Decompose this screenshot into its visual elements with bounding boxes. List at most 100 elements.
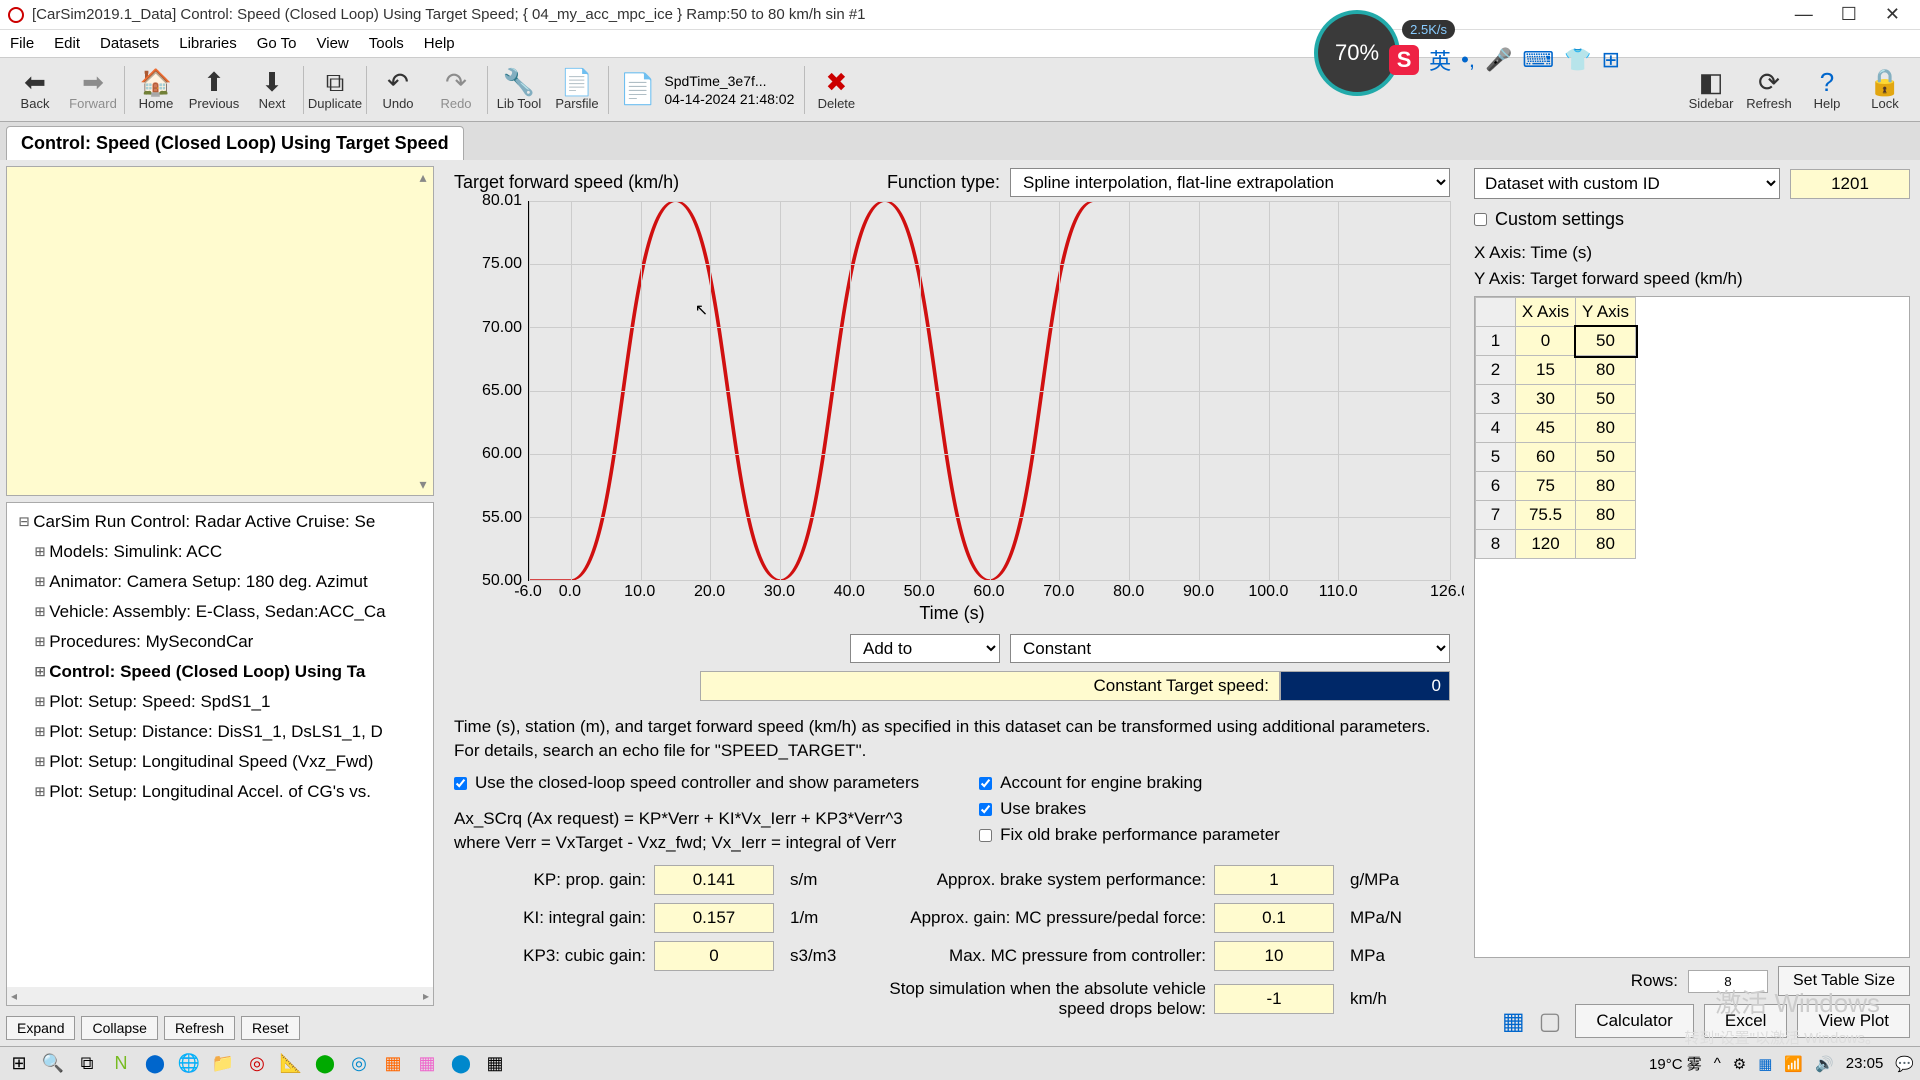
menu-help[interactable]: Help — [424, 35, 455, 52]
mmc-input[interactable] — [1214, 941, 1334, 971]
previous-button[interactable]: ⬆Previous — [185, 60, 243, 120]
tree-item[interactable]: ⊞Plot: Setup: Speed: SpdS1_1 — [9, 687, 431, 717]
volume-icon[interactable]: 🔊 — [1815, 1055, 1834, 1073]
tree-item[interactable]: ⊞Animator: Camera Setup: 180 deg. Azimut — [9, 567, 431, 597]
table-row[interactable]: 33050 — [1476, 385, 1636, 414]
menu-goto[interactable]: Go To — [257, 35, 297, 52]
table-row[interactable]: 56050 — [1476, 443, 1636, 472]
menu-edit[interactable]: Edit — [54, 35, 80, 52]
collapse-button[interactable]: Collapse — [81, 1016, 157, 1040]
sogou-icon[interactable]: S — [1389, 45, 1419, 75]
active-tab[interactable]: Control: Speed (Closed Loop) Using Targe… — [6, 126, 464, 160]
stop-input[interactable] — [1214, 984, 1334, 1014]
parsfile-button[interactable]: 📄Parsfile — [548, 60, 606, 120]
tree-refresh-button[interactable]: Refresh — [164, 1016, 235, 1040]
shirt-icon[interactable]: 👕 — [1564, 47, 1591, 73]
undo-button[interactable]: ↶Undo — [369, 60, 427, 120]
menu-datasets[interactable]: Datasets — [100, 35, 159, 52]
tb-app-icon[interactable]: 📐 — [278, 1051, 304, 1077]
sidebar-button[interactable]: ◧Sidebar — [1682, 60, 1740, 120]
tree-item[interactable]: ⊞Plot: Setup: Distance: DisS1_1, DsLS1_1… — [9, 717, 431, 747]
tb-app-icon[interactable]: ▦ — [482, 1051, 508, 1077]
table-row[interactable]: 67580 — [1476, 472, 1636, 501]
reset-button[interactable]: Reset — [241, 1016, 300, 1040]
single-view-icon[interactable]: ▢ — [1539, 1007, 1562, 1036]
data-table[interactable]: X AxisY Axis 105021580330504458056050675… — [1474, 296, 1910, 958]
dataset-select[interactable]: Dataset with custom ID — [1474, 168, 1780, 199]
tree-item[interactable]: ⊞Plot: Setup: Longitudinal Accel. of CG'… — [9, 777, 431, 807]
scroll-up-icon[interactable]: ▴ — [415, 169, 431, 186]
tree-item[interactable]: ⊞Procedures: MySecondCar — [9, 627, 431, 657]
custom-settings-check[interactable]: Custom settings — [1474, 209, 1910, 230]
table-row[interactable]: 812080 — [1476, 530, 1636, 559]
redo-button[interactable]: ↷Redo — [427, 60, 485, 120]
home-button[interactable]: 🏠Home — [127, 60, 185, 120]
abp-input[interactable] — [1214, 865, 1334, 895]
table-row[interactable]: 1050 — [1476, 327, 1636, 356]
lock-button[interactable]: 🔒Lock — [1856, 60, 1914, 120]
tb-app-icon[interactable]: 🌐 — [176, 1051, 202, 1077]
menu-libraries[interactable]: Libraries — [179, 35, 237, 52]
tree-item[interactable]: ⊞Vehicle: Assembly: E-Class, Sedan:ACC_C… — [9, 597, 431, 627]
tree-item[interactable]: ⊞Control: Speed (Closed Loop) Using Ta — [9, 657, 431, 687]
tree-item[interactable]: ⊞Models: Simulink: ACC — [9, 537, 431, 567]
wifi-icon[interactable]: 📶 — [1784, 1055, 1803, 1073]
tb-app-icon[interactable]: ⬤ — [142, 1051, 168, 1077]
maximize-button[interactable]: ☐ — [1841, 4, 1857, 25]
tb-app-icon[interactable]: ◎ — [346, 1051, 372, 1077]
menu-view[interactable]: View — [317, 35, 349, 52]
tb-app-icon[interactable]: ◎ — [244, 1051, 270, 1077]
ki-input[interactable] — [654, 903, 774, 933]
refresh-button[interactable]: ⟳Refresh — [1740, 60, 1798, 120]
libtool-button[interactable]: 🔧Lib Tool — [490, 60, 548, 120]
constant-select[interactable]: Constant — [1010, 634, 1450, 663]
forward-button[interactable]: ➡Forward — [64, 60, 122, 120]
clock[interactable]: 23:05 — [1846, 1055, 1884, 1072]
tree-item[interactable]: ⊞Plot: Setup: Longitudinal Speed (Vxz_Fw… — [9, 747, 431, 777]
notifications-icon[interactable]: 💬 — [1895, 1055, 1914, 1073]
close-button[interactable]: ✕ — [1885, 4, 1900, 25]
ct-value-input[interactable] — [1280, 671, 1450, 701]
tree-item[interactable]: ⊟CarSim Run Control: Radar Active Cruise… — [9, 507, 431, 537]
ime-lang[interactable]: 英 — [1429, 44, 1451, 76]
back-button[interactable]: ⬅Back — [6, 60, 64, 120]
ime-icon[interactable]: •, — [1461, 47, 1475, 73]
menu-file[interactable]: File — [10, 35, 34, 52]
check-use-brakes[interactable]: Use brakes — [979, 799, 1280, 819]
grid-view-icon[interactable]: ▦ — [1502, 1007, 1525, 1036]
menu-tools[interactable]: Tools — [369, 35, 404, 52]
tb-app-icon[interactable]: N — [108, 1051, 134, 1077]
minimize-button[interactable]: — — [1795, 4, 1813, 25]
keyboard-icon[interactable]: ⌨ — [1522, 47, 1554, 73]
rows-input[interactable] — [1688, 970, 1768, 993]
tb-app-icon[interactable]: ▦ — [380, 1051, 406, 1077]
notes-box[interactable]: ▴ ▾ — [6, 166, 434, 496]
table-row[interactable]: 775.580 — [1476, 501, 1636, 530]
view-plot-button[interactable]: View Plot — [1797, 1004, 1910, 1038]
tray-icon[interactable]: ▦ — [1758, 1055, 1772, 1073]
check-engine-brake[interactable]: Account for engine braking — [979, 773, 1280, 793]
duplicate-button[interactable]: ⧉Duplicate — [306, 60, 364, 120]
tb-app-icon[interactable]: 📁 — [210, 1051, 236, 1077]
weather[interactable]: 19°C 雾 — [1649, 1053, 1702, 1074]
search-icon[interactable]: 🔍 — [40, 1051, 66, 1077]
expand-button[interactable]: Expand — [6, 1016, 75, 1040]
addto-select[interactable]: Add to — [850, 634, 1000, 663]
mic-icon[interactable]: 🎤 — [1485, 47, 1512, 73]
delete-button[interactable]: ✖Delete — [807, 60, 865, 120]
excel-button[interactable]: Excel — [1704, 1004, 1788, 1038]
start-icon[interactable]: ⊞ — [6, 1051, 32, 1077]
kp-input[interactable] — [654, 865, 774, 895]
table-row[interactable]: 44580 — [1476, 414, 1636, 443]
tb-app-icon[interactable]: ⬤ — [448, 1051, 474, 1077]
chart-plot[interactable]: ↖ — [528, 201, 1450, 581]
kp3-input[interactable] — [654, 941, 774, 971]
check-closed-loop[interactable]: Use the closed-loop speed controller and… — [454, 773, 919, 793]
dataset-id-input[interactable] — [1790, 169, 1910, 199]
scroll-down-icon[interactable]: ▾ — [415, 476, 431, 493]
grid-icon[interactable]: ⊞ — [1602, 47, 1620, 73]
taskview-icon[interactable]: ⧉ — [74, 1051, 100, 1077]
calculator-button[interactable]: Calculator — [1575, 1004, 1694, 1038]
help-button[interactable]: ?Help — [1798, 60, 1856, 120]
table-row[interactable]: 21580 — [1476, 356, 1636, 385]
